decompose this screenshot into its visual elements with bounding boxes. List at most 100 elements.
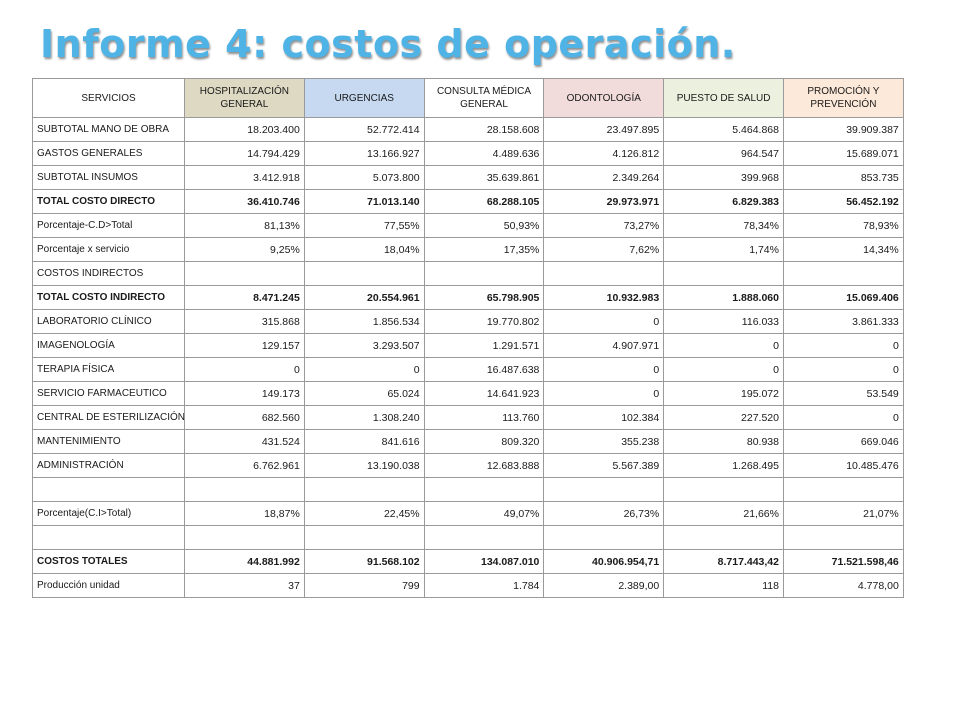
table-cell: 7,62% [543,237,665,262]
table-cell: 68.288.105 [423,189,545,214]
table-cell: 2.349.264 [543,165,665,190]
table-cell: 15.069.406 [782,285,904,310]
cost-table: SERVICIOS HOSPITALIZACIÓN GENERAL URGENC… [32,78,904,598]
table-cell: 26,73% [543,501,665,526]
table-cell: 71.521.598,46 [782,549,904,574]
table-cell: 1.308.240 [303,405,425,430]
row-label: Porcentaje x servicio [32,237,185,262]
table-cell: 118 [663,573,784,598]
table-cell: 50,93% [423,213,545,238]
table-cell: 13.166.927 [303,141,425,166]
table-cell: 841.616 [303,429,425,454]
table-header: SERVICIOS HOSPITALIZACIÓN GENERAL URGENC… [32,78,904,118]
row-label: CENTRAL DE ESTERILIZACIÓN [32,405,185,430]
table-cell: 8.471.245 [184,285,305,310]
table-cell: 21,07% [782,501,904,526]
row-label: MANTENIMIENTO [32,429,185,454]
table-cell [543,525,665,550]
table-cell: 91.568.102 [303,549,425,574]
header-consulta: CONSULTA MÉDICA GENERAL [423,78,545,118]
table-row: SUBTOTAL INSUMOS 3.412.918 5.073.800 35.639… [32,165,904,190]
row-label: COSTOS TOTALES [32,549,185,574]
header-promocion: PROMOCIÓN Y PREVENCIÓN [782,78,904,118]
table-row: COSTOS TOTALES 44.881.992 91.568.102 134.08… [32,549,904,574]
table-cell: 964.547 [663,141,784,166]
table-cell: 6.762.961 [184,453,305,478]
table-cell: 10.485.476 [782,453,904,478]
table-row: MANTENIMIENTO 431.524 841.616 809.320 355.23… [32,429,904,454]
table-cell [663,525,784,550]
table-cell: 0 [184,357,305,382]
table-cell: 0 [543,357,665,382]
table-cell [184,525,305,550]
table-cell [303,261,425,286]
table-row: Porcentaje x servicio 9,25% 18,04% 17,35% 7,… [32,237,904,262]
row-label: COSTOS INDIRECTOS [32,261,185,286]
table-cell: 431.524 [184,429,305,454]
table-cell [543,477,665,502]
table-cell: 0 [543,309,665,334]
table-row: CENTRAL DE ESTERILIZACIÓN 682.560 1.308.24… [32,405,904,430]
table-cell: 195.072 [663,381,784,406]
table-cell [423,477,545,502]
header-servicios: SERVICIOS [32,78,185,118]
table-cell: 52.772.414 [303,117,425,142]
table-cell: 40.906.954,71 [543,549,665,574]
row-label: ADMINISTRACIÓN [32,453,185,478]
table-row: Porcentaje(C.I>Total) 18,87% 22,45% 49,07% 2… [32,501,904,526]
table-cell: 65.798.905 [423,285,545,310]
table-cell: 4.778,00 [782,573,904,598]
table-row [32,477,904,502]
table-cell: 4.489.636 [423,141,545,166]
table-cell: 17,35% [423,237,545,262]
header-row: SERVICIOS HOSPITALIZACIÓN GENERAL URGENC… [32,78,904,118]
row-label: GASTOS GENERALES [32,141,185,166]
table-cell [303,525,425,550]
table-cell: 56.452.192 [782,189,904,214]
table-cell: 20.554.961 [303,285,425,310]
table-cell: 53.549 [782,381,904,406]
table-cell: 35.639.861 [423,165,545,190]
table-cell: 13.190.038 [303,453,425,478]
table-cell: 1.856.534 [303,309,425,334]
header-odontologia: ODONTOLOGÍA [543,78,665,118]
header-puesto: PUESTO DE SALUD [663,78,784,118]
table-cell: 1.784 [423,573,545,598]
table-row: TOTAL COSTO DIRECTO 36.410.746 71.013.140 6… [32,189,904,214]
row-label: SERVICIO FARMACEUTICO [32,381,185,406]
row-label: LABORATORIO CLÍNICO [32,309,185,334]
table-cell: 9,25% [184,237,305,262]
table-cell: 227.520 [663,405,784,430]
table-cell: 80.938 [663,429,784,454]
table-cell: 129.157 [184,333,305,358]
table-cell: 116.033 [663,309,784,334]
table-cell: 1.888.060 [663,285,784,310]
table-cell: 315.868 [184,309,305,334]
table-cell: 81,13% [184,213,305,238]
table-cell: 0 [782,405,904,430]
row-label: Porcentaje-C.D>Total [32,213,185,238]
table-cell: 149.173 [184,381,305,406]
table-cell: 0 [663,333,784,358]
table-cell [184,477,305,502]
table-row: SUBTOTAL MANO DE OBRA 18.203.400 52.772.41… [32,117,904,142]
table-cell: 4.907.971 [543,333,665,358]
row-label: SUBTOTAL MANO DE OBRA [32,117,185,142]
table-cell: 18,04% [303,237,425,262]
table-cell [303,477,425,502]
table-cell: 1,74% [663,237,784,262]
table-cell: 16.487.638 [423,357,545,382]
table-cell: 22,45% [303,501,425,526]
table-cell: 77,55% [303,213,425,238]
table-cell: 669.046 [782,429,904,454]
table-row: GASTOS GENERALES 14.794.429 13.166.927 4.48… [32,141,904,166]
table-row: LABORATORIO CLÍNICO 315.868 1.856.534 19.77… [32,309,904,334]
row-label: SUBTOTAL INSUMOS [32,165,185,190]
table-cell: 28.158.608 [423,117,545,142]
table-row: TOTAL COSTO INDIRECTO 8.471.245 20.554.961… [32,285,904,310]
table-cell: 809.320 [423,429,545,454]
row-label: IMAGENOLOGÍA [32,333,185,358]
row-label: TOTAL COSTO DIRECTO [32,189,185,214]
table-cell: 14.641.923 [423,381,545,406]
table-cell: 3.293.507 [303,333,425,358]
